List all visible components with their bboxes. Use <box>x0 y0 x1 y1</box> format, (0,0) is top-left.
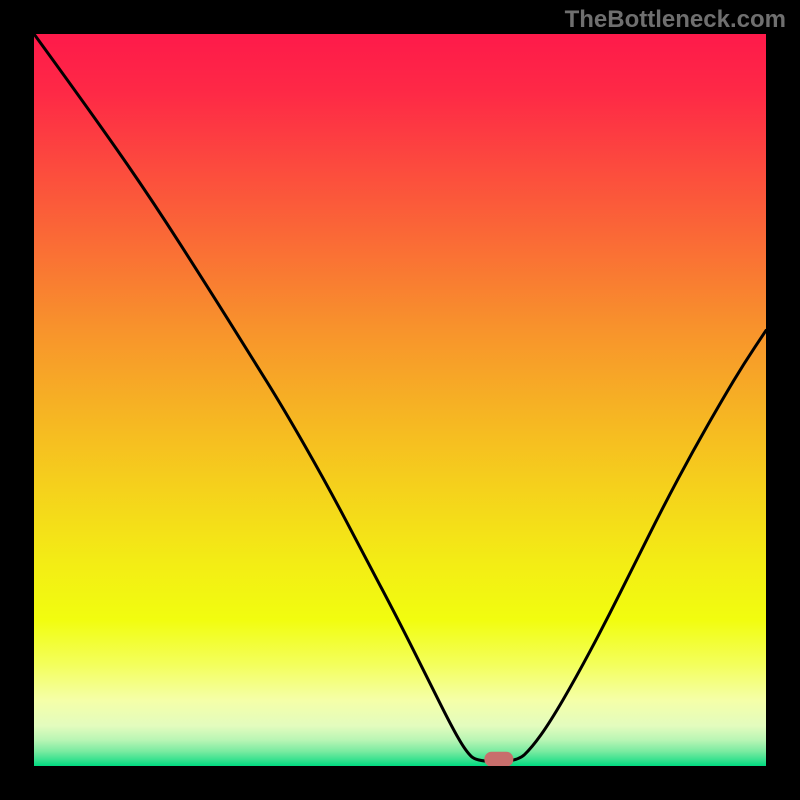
watermark-label: TheBottleneck.com <box>565 6 786 34</box>
chart-container: TheBottleneck.com <box>0 0 800 800</box>
chart-frame <box>0 0 800 800</box>
